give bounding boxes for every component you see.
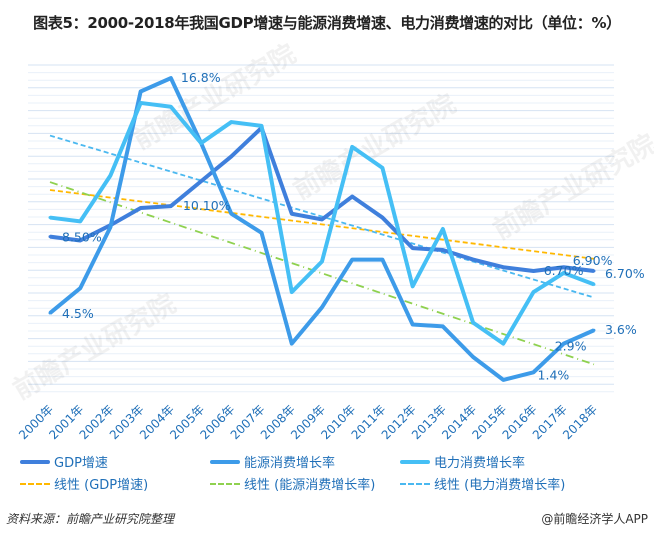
data-point	[290, 290, 294, 294]
x-tick-label: 2018年	[560, 402, 600, 442]
data-point	[592, 269, 596, 273]
data-point	[532, 370, 536, 374]
legend-swatch	[20, 459, 50, 464]
legend-item: 能源消费增长率	[210, 452, 335, 471]
data-point	[78, 238, 82, 242]
chart-title: 图表5：2000-2018年我国GDP增速与能源消费增速、电力消费增速的对比（单…	[33, 14, 621, 32]
data-label: 16.8%	[181, 70, 221, 85]
legend-swatch	[400, 459, 430, 464]
data-point	[380, 216, 384, 220]
legend-swatch	[20, 482, 50, 485]
legend-label: 线性 (GDP增速)	[54, 478, 149, 493]
data-point	[78, 219, 82, 223]
data-label: 6.90%	[573, 253, 613, 268]
data-label: 4.5%	[62, 306, 94, 321]
legend-item: GDP增速	[20, 452, 108, 471]
data-point	[199, 179, 203, 183]
legend-item: 线性 (GDP增速)	[20, 474, 148, 493]
legend-label: 线性 (能源消费增长率)	[244, 478, 376, 493]
data-point	[501, 378, 505, 382]
data-point	[78, 286, 82, 290]
data-point	[48, 235, 52, 239]
data-point	[108, 174, 112, 178]
data-point	[320, 259, 324, 263]
trendline	[49, 181, 595, 366]
data-point	[411, 246, 415, 250]
data-point	[592, 282, 596, 286]
legend-label: GDP增速	[54, 456, 108, 471]
data-point	[350, 258, 354, 262]
data-point	[350, 145, 354, 149]
data-point	[471, 321, 475, 325]
legend-label: 线性 (电力消费增长率)	[434, 478, 566, 493]
data-point	[108, 225, 112, 229]
data-point	[380, 166, 384, 170]
data-point	[501, 265, 505, 269]
data-point	[290, 342, 294, 346]
data-point	[199, 141, 203, 145]
data-point	[260, 124, 264, 128]
source-note: 资料来源：前瞻产业研究院整理	[6, 512, 175, 526]
trendline	[49, 134, 595, 299]
legend-item: 线性 (能源消费增长率)	[210, 474, 375, 493]
data-point	[229, 154, 233, 158]
data-point	[562, 342, 566, 346]
data-point	[290, 212, 294, 216]
legend-label: 能源消费增长率	[244, 456, 336, 471]
data-point	[260, 231, 264, 235]
brand-note: @前瞻经济学人APP	[541, 512, 648, 526]
legend-item: 电力消费增长率	[400, 452, 525, 471]
data-point	[350, 195, 354, 199]
data-point	[320, 305, 324, 309]
data-point	[592, 328, 596, 332]
data-point	[471, 258, 475, 262]
trendlines	[49, 134, 595, 366]
data-point	[562, 271, 566, 275]
data-point	[380, 258, 384, 262]
data-point	[169, 76, 173, 80]
data-point	[411, 323, 415, 327]
data-point	[139, 101, 143, 105]
data-point	[501, 342, 505, 346]
data-point	[441, 227, 445, 231]
data-point	[48, 216, 52, 220]
data-point	[169, 105, 173, 109]
trendline	[49, 189, 595, 260]
data-point	[471, 355, 475, 359]
data-label: 10.10%	[183, 198, 231, 213]
data-point	[411, 284, 415, 288]
data-point	[169, 204, 173, 208]
svg-text:前瞻产业研究院: 前瞻产业研究院	[8, 288, 181, 406]
data-point	[441, 324, 445, 328]
series-lines	[48, 76, 596, 382]
data-point	[48, 311, 52, 315]
data-point	[229, 212, 233, 216]
data-point	[139, 89, 143, 93]
svg-text:前瞻产业研究院: 前瞻产业研究院	[288, 88, 461, 206]
legend-swatch	[400, 482, 430, 485]
legend-swatch	[210, 482, 240, 485]
data-point	[532, 269, 536, 273]
data-label: 1.4%	[538, 367, 570, 382]
svg-text:前瞻产业研究院: 前瞻产业研究院	[488, 128, 654, 246]
data-point	[532, 290, 536, 294]
legend-label: 电力消费增长率	[434, 456, 526, 471]
legend-swatch	[210, 459, 240, 464]
data-point	[139, 206, 143, 210]
data-labels: 16.8% 10.10% 8.50% 4.5% 6.90%6.70% 6.70% 3.6% 2…	[62, 70, 645, 382]
data-point	[229, 120, 233, 124]
data-point	[320, 217, 324, 221]
data-label: 6.70%	[605, 266, 645, 281]
data-label: 8.50%	[62, 230, 102, 245]
svg-text:前瞻产业研究院: 前瞻产业研究院	[128, 38, 301, 156]
data-label: 2.9%	[555, 339, 587, 354]
data-label: 3.6%	[605, 322, 637, 337]
data-label: 6.70%	[544, 263, 584, 278]
data-point	[562, 265, 566, 269]
legend-item: 线性 (电力消费增长率)	[400, 474, 565, 493]
x-axis-ticks: 2000年2001年2002年2003年2004年2005年2006年2007年…	[16, 402, 600, 442]
data-point	[441, 248, 445, 252]
